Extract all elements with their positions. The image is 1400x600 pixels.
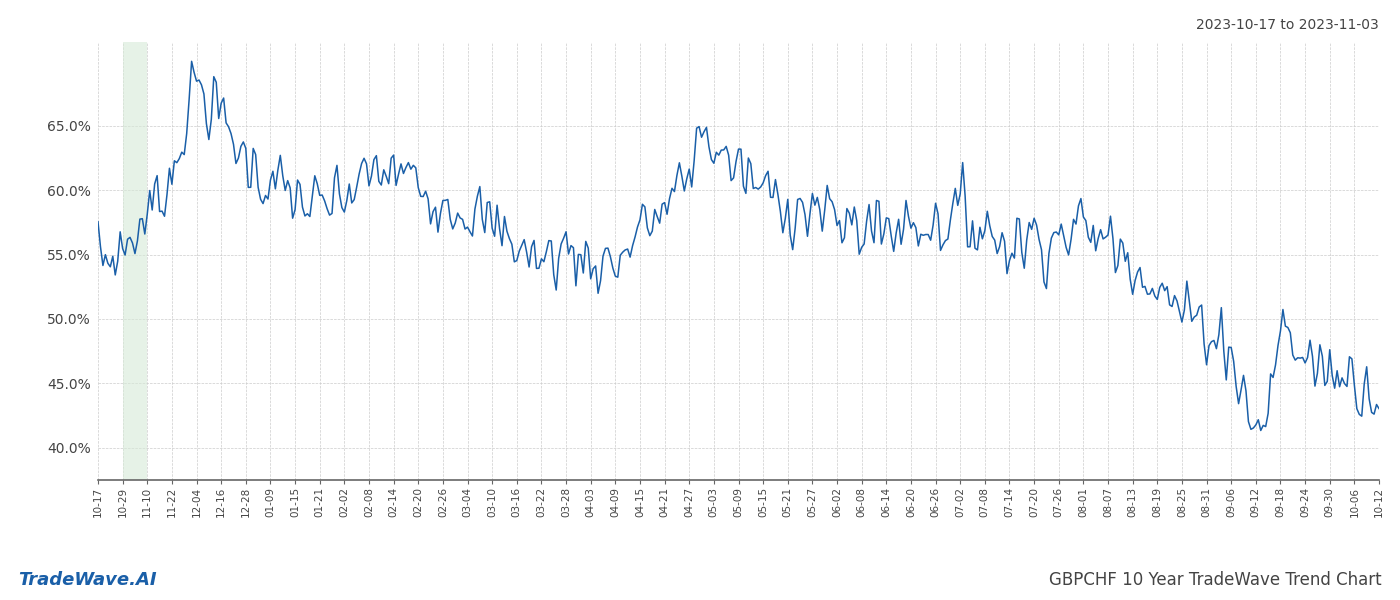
Bar bbox=[123, 42, 147, 480]
Text: 2023-10-17 to 2023-11-03: 2023-10-17 to 2023-11-03 bbox=[1196, 18, 1379, 32]
Text: GBPCHF 10 Year TradeWave Trend Chart: GBPCHF 10 Year TradeWave Trend Chart bbox=[1049, 571, 1382, 589]
Text: TradeWave.AI: TradeWave.AI bbox=[18, 571, 157, 589]
